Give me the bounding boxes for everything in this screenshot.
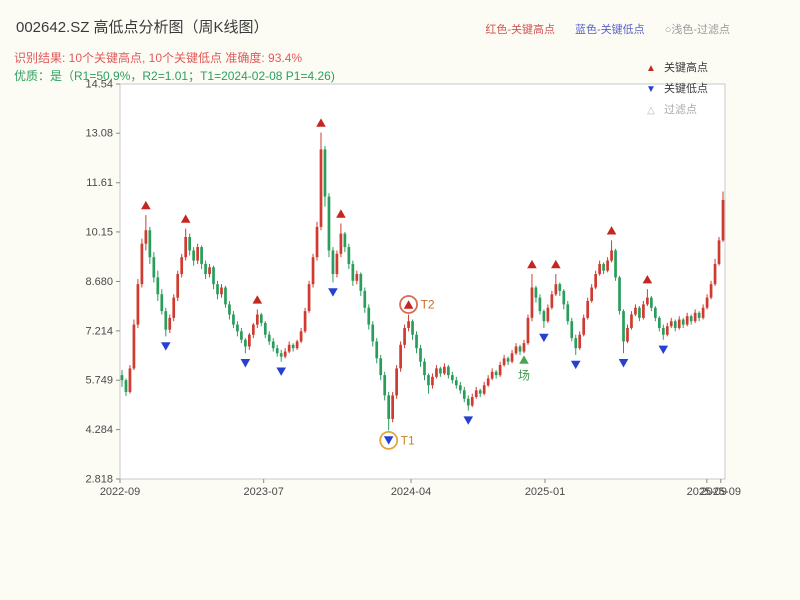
svg-text:11.61: 11.61	[86, 177, 113, 189]
chart-legend: ▲ 关键高点 ▼ 关键低点 △ 过滤点	[644, 62, 708, 117]
svg-text:8.680: 8.680	[85, 276, 113, 288]
top-legend: 红色-关键高点 蓝色-关键低点 ○浅色-过滤点	[485, 21, 730, 37]
svg-text:2025-09: 2025-09	[701, 486, 741, 498]
svg-text:14.54: 14.54	[85, 79, 113, 91]
legend-label: 关键低点	[664, 83, 708, 95]
page-title: 002642.SZ 高低点分析图（周K线图）	[16, 19, 269, 36]
recognition-result-text: 识别结果: 10个关键高点, 10个关键低点 准确度: 93.4%	[14, 51, 303, 65]
quality-result-text: 优质：是（R1=50.9%，R2=1.01；T1=2024-02-08 P1=4…	[14, 69, 335, 83]
key-high-triangle-icon: ▲	[646, 63, 656, 74]
legend-item-key-high: ▲ 关键高点	[644, 62, 708, 75]
svg-text:T1: T1	[401, 433, 415, 447]
filter-triangle-icon: △	[647, 105, 655, 116]
svg-text:13.08: 13.08	[85, 128, 113, 140]
legend-label: 关键高点	[664, 62, 708, 74]
key-low-triangle-icon: ▼	[646, 84, 656, 95]
legend-item-filter-point: △ 过滤点	[644, 104, 708, 117]
svg-text:10.15: 10.15	[85, 226, 113, 238]
legend-label: 过滤点	[664, 104, 697, 116]
legend-item-key-low: ▼ 关键低点	[644, 83, 708, 96]
svg-text:5.749: 5.749	[85, 375, 113, 387]
svg-text:场: 场	[518, 369, 530, 383]
svg-text:2022-09: 2022-09	[100, 486, 140, 498]
svg-text:2023-07: 2023-07	[244, 486, 284, 498]
top-legend-key-low: 蓝色-关键低点	[575, 24, 645, 36]
top-legend-filter-point: ○浅色-过滤点	[664, 24, 730, 36]
svg-text:2024-04: 2024-04	[391, 486, 431, 498]
svg-text:2025-01: 2025-01	[525, 486, 565, 498]
svg-text:2.818: 2.818	[85, 474, 113, 486]
svg-text:4.284: 4.284	[85, 424, 113, 436]
top-legend-key-high: 红色-关键高点	[485, 24, 556, 36]
svg-text:T2: T2	[421, 297, 435, 311]
svg-text:2025-09: 2025-09	[687, 486, 727, 498]
svg-text:7.214: 7.214	[85, 325, 113, 337]
